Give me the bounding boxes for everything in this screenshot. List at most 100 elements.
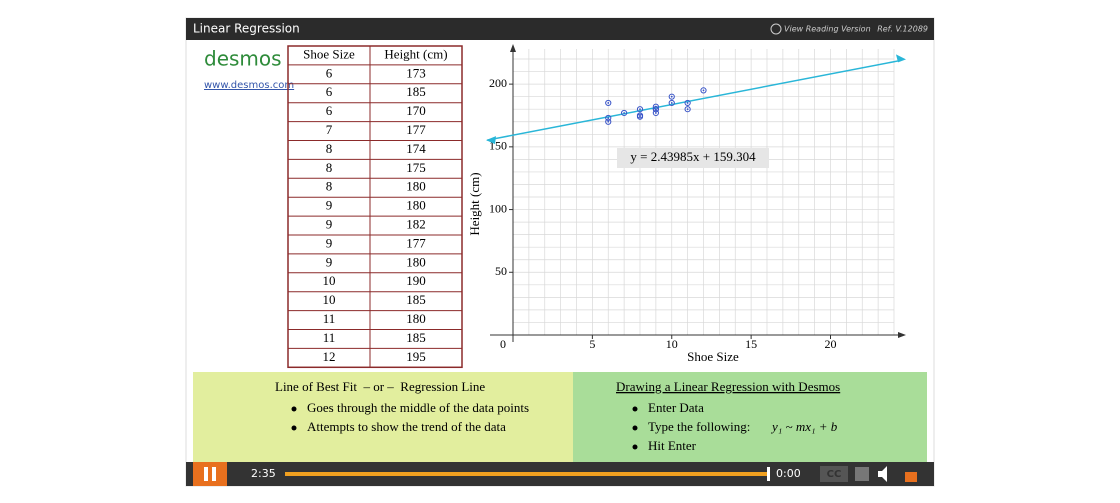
- point: [668, 99, 675, 107]
- bullet: [291, 406, 297, 412]
- column-header: Height (cm): [384, 46, 447, 61]
- notes-right: [573, 372, 927, 462]
- point-dot: [670, 95, 673, 98]
- remaining: 0:00: [776, 467, 801, 480]
- fit-line: [486, 59, 901, 141]
- point-dot: [639, 108, 641, 111]
- point-dot: [623, 112, 626, 114]
- cell: 175: [406, 160, 426, 175]
- cell: 195: [406, 349, 426, 364]
- cell: 6: [326, 65, 333, 80]
- point: [636, 106, 644, 113]
- notes: Goes through the middle of the data poin…: [291, 400, 750, 453]
- elapsed: 2:35: [251, 467, 276, 480]
- lesson-title: Linear Regression: [193, 22, 300, 36]
- cell: 177: [406, 122, 426, 137]
- pause-icon: [204, 467, 208, 481]
- point-dot: [607, 102, 610, 104]
- notes-left: [193, 372, 573, 462]
- point-dot: [607, 117, 610, 119]
- point-dot: [639, 114, 641, 117]
- x-axis-label: Shoe Size: [687, 349, 739, 364]
- y-tick-label: 100: [489, 201, 507, 215]
- note-item: Enter Data: [648, 400, 704, 415]
- menu-button[interactable]: [855, 467, 869, 481]
- cell: 180: [406, 311, 426, 326]
- point: [621, 109, 628, 117]
- pause-button[interactable]: [193, 462, 227, 486]
- cell: 6: [326, 103, 333, 118]
- x-tick-label: 15: [745, 337, 757, 351]
- cell: 10: [323, 292, 336, 307]
- point: [668, 93, 675, 100]
- point-dot: [702, 89, 705, 92]
- point: [652, 106, 659, 113]
- volume-button[interactable]: [878, 466, 887, 482]
- point-dot: [607, 120, 610, 123]
- cell: 177: [406, 235, 426, 250]
- cc-label: CC: [827, 469, 842, 480]
- y-axis-label: Height (cm): [467, 172, 482, 235]
- cell: 7: [326, 122, 333, 137]
- point: [605, 118, 612, 125]
- x-tick-label: 0: [500, 337, 506, 351]
- cell: 10: [323, 273, 336, 288]
- x-tick-label: 10: [666, 337, 678, 351]
- y-tick-label: 50: [495, 264, 507, 278]
- point: [652, 109, 659, 117]
- point: [605, 114, 612, 122]
- title-bar: [186, 18, 934, 40]
- fullscreen-button[interactable]: [905, 472, 917, 482]
- axis-arrow: [510, 44, 516, 52]
- cell: 190: [406, 273, 426, 288]
- point-dot: [639, 115, 641, 118]
- cell: 174: [406, 141, 426, 156]
- progress-bar[interactable]: [285, 472, 770, 476]
- axis-arrow: [898, 332, 906, 338]
- point: [700, 87, 707, 94]
- logo: desmos: [204, 47, 282, 71]
- pause-icon: [212, 467, 216, 481]
- notes-title: Line of Best Fit – or – Regression Line: [275, 379, 485, 394]
- notes-title: Drawing a Linear Regression with Desmos: [616, 379, 840, 394]
- column-header: Shoe Size: [303, 46, 355, 61]
- cell: 9: [326, 217, 333, 232]
- fit-arrow: [896, 54, 906, 63]
- note-item: Type the following:: [648, 419, 750, 434]
- point-dot: [654, 108, 657, 111]
- formula: y₁ ~ mx₁ + b: [770, 419, 838, 434]
- y-tick-label: 200: [489, 76, 507, 90]
- note-item: Hit Enter: [648, 438, 697, 453]
- point: [684, 99, 691, 107]
- point-dot: [654, 112, 657, 114]
- cell: 12: [323, 349, 336, 364]
- brand-link[interactable]: www.desmos.com: [204, 80, 294, 91]
- cell: 185: [406, 84, 426, 99]
- x-tick-label: 20: [825, 337, 837, 351]
- point-dot: [686, 108, 689, 111]
- cc-button[interactable]: [820, 466, 848, 482]
- note-item: Goes through the middle of the data poin…: [307, 400, 529, 415]
- cell: 182: [406, 217, 426, 232]
- cell: 9: [326, 254, 333, 269]
- cell: 180: [406, 179, 426, 194]
- reading-link[interactable]: View Reading Version: [784, 25, 871, 34]
- table: Shoe Size Height (cm) 6 173 6 185 6 170 7 177 8 174…: [287, 45, 463, 369]
- cell: 11: [323, 330, 336, 345]
- cell: 9: [326, 235, 333, 250]
- table-border: [287, 45, 463, 369]
- cell: 185: [406, 330, 426, 345]
- cell: 8: [326, 160, 333, 175]
- bullet: [632, 444, 638, 450]
- x-tick-label: 5: [589, 337, 595, 351]
- ref: Ref. V.12089: [877, 25, 928, 34]
- fit-arrow: [486, 136, 496, 145]
- cell: 9: [326, 198, 333, 213]
- progress-knob[interactable]: [767, 467, 770, 481]
- cell: 8: [326, 141, 333, 156]
- point: [684, 106, 691, 113]
- cell: 180: [406, 198, 426, 213]
